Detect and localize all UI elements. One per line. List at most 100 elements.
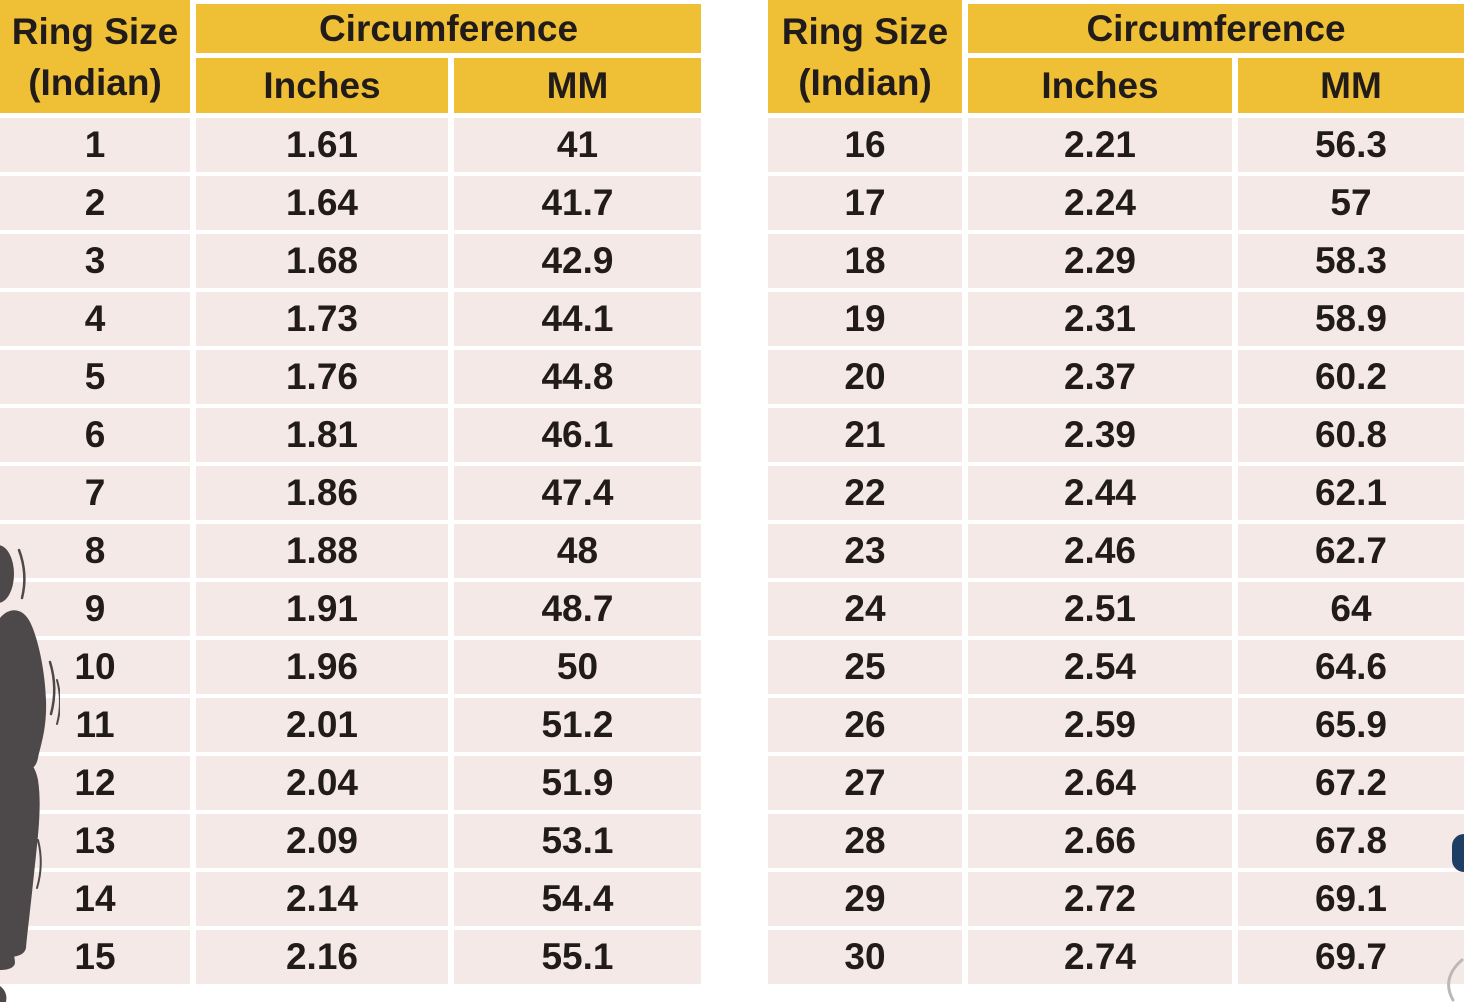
- ring-size-value: 12: [0, 756, 190, 810]
- inches-value: 2.44: [968, 466, 1232, 520]
- ring-size-value: 10: [0, 640, 190, 694]
- ring-size-value: 24: [768, 582, 962, 636]
- ring-size-value: 16: [768, 118, 962, 172]
- circumference-group-header: Circumference: [196, 4, 701, 53]
- ring-size-value: 2: [0, 176, 190, 230]
- table-row: 5 1.76 44.8: [0, 350, 701, 404]
- mm-value: 58.3: [1238, 234, 1464, 288]
- inches-value: 1.64: [196, 176, 448, 230]
- table-row: 20 2.37 60.2: [768, 350, 1464, 404]
- ring-size-value: 18: [768, 234, 962, 288]
- ring-size-value: 23: [768, 524, 962, 578]
- ring-size-value: 28: [768, 814, 962, 868]
- mm-value: 47.4: [454, 466, 701, 520]
- inches-value: 2.54: [968, 640, 1232, 694]
- table-header: Ring Size (Indian) Circumference Inches …: [0, 0, 701, 113]
- table-row: 12 2.04 51.9: [0, 756, 701, 810]
- table-header: Ring Size (Indian) Circumference Inches …: [768, 0, 1464, 113]
- ring-size-value: 9: [0, 582, 190, 636]
- table-row: 26 2.59 65.9: [768, 698, 1464, 752]
- inches-value: 2.51: [968, 582, 1232, 636]
- ring-size-value: 25: [768, 640, 962, 694]
- inches-value: 1.73: [196, 292, 448, 346]
- inches-value: 1.76: [196, 350, 448, 404]
- table-row: 10 1.96 50: [0, 640, 701, 694]
- table-row: 9 1.91 48.7: [0, 582, 701, 636]
- mm-value: 62.1: [1238, 466, 1464, 520]
- mm-value: 69.7: [1238, 930, 1464, 984]
- inches-value: 2.37: [968, 350, 1232, 404]
- table-row: 23 2.46 62.7: [768, 524, 1464, 578]
- mm-value: 41: [454, 118, 701, 172]
- ring-size-table-16-30: Ring Size (Indian) Circumference Inches …: [768, 0, 1464, 988]
- table-row: 7 1.86 47.4: [0, 466, 701, 520]
- ring-size-value: 22: [768, 466, 962, 520]
- table-row: 8 1.88 48: [0, 524, 701, 578]
- mm-value: 44.1: [454, 292, 701, 346]
- ring-size-value: 5: [0, 350, 190, 404]
- table-row: 6 1.81 46.1: [0, 408, 701, 462]
- table-row: 22 2.44 62.1: [768, 466, 1464, 520]
- inches-value: 2.59: [968, 698, 1232, 752]
- ring-size-value: 30: [768, 930, 962, 984]
- table-body: 16 2.21 56.3 17 2.24 57 18 2.29 58.3 19 2.31 58.9 20…: [768, 118, 1464, 984]
- ring-size-value: 11: [0, 698, 190, 752]
- ring-size-value: 27: [768, 756, 962, 810]
- ring-size-value: 8: [0, 524, 190, 578]
- inches-value: 2.74: [968, 930, 1232, 984]
- inches-value: 2.72: [968, 872, 1232, 926]
- ring-size-value: 13: [0, 814, 190, 868]
- ring-size-value: 7: [0, 466, 190, 520]
- table-row: 30 2.74 69.7: [768, 930, 1464, 984]
- inches-value: 2.16: [196, 930, 448, 984]
- ring-size-value: 17: [768, 176, 962, 230]
- table-row: 19 2.31 58.9: [768, 292, 1464, 346]
- mm-value: 48: [454, 524, 701, 578]
- table-row: 4 1.73 44.1: [0, 292, 701, 346]
- indian-label: (Indian): [28, 61, 162, 103]
- inches-value: 2.31: [968, 292, 1232, 346]
- inches-value: 2.66: [968, 814, 1232, 868]
- table-row: 28 2.66 67.8: [768, 814, 1464, 868]
- mm-column-header: MM: [454, 58, 701, 113]
- mm-value: 57: [1238, 176, 1464, 230]
- ring-size-value: 29: [768, 872, 962, 926]
- mm-value: 64: [1238, 582, 1464, 636]
- mm-value: 55.1: [454, 930, 701, 984]
- mm-value: 67.2: [1238, 756, 1464, 810]
- mm-value: 62.7: [1238, 524, 1464, 578]
- table-row: 29 2.72 69.1: [768, 872, 1464, 926]
- mm-value: 56.3: [1238, 118, 1464, 172]
- mm-value: 67.8: [1238, 814, 1464, 868]
- inches-value: 1.96: [196, 640, 448, 694]
- inches-value: 1.91: [196, 582, 448, 636]
- mm-column-header: MM: [1238, 58, 1464, 113]
- mm-value: 58.9: [1238, 292, 1464, 346]
- mm-value: 48.7: [454, 582, 701, 636]
- ring-size-value: 14: [0, 872, 190, 926]
- ring-size-value: 3: [0, 234, 190, 288]
- inches-value: 2.01: [196, 698, 448, 752]
- table-row: 27 2.64 67.2: [768, 756, 1464, 810]
- ring-size-column-header: Ring Size (Indian): [768, 0, 962, 113]
- ring-size-value: 15: [0, 930, 190, 984]
- ring-size-column-header: Ring Size (Indian): [0, 0, 190, 113]
- inches-value: 1.81: [196, 408, 448, 462]
- ring-size-label: Ring Size: [11, 10, 179, 52]
- mm-value: 69.1: [1238, 872, 1464, 926]
- inches-value: 1.61: [196, 118, 448, 172]
- circumference-group-header: Circumference: [968, 4, 1464, 53]
- ring-size-value: 1: [0, 118, 190, 172]
- mm-value: 51.2: [454, 698, 701, 752]
- table-row: 21 2.39 60.8: [768, 408, 1464, 462]
- mm-value: 46.1: [454, 408, 701, 462]
- table-row: 13 2.09 53.1: [0, 814, 701, 868]
- ring-size-value: 6: [0, 408, 190, 462]
- table-row: 11 2.01 51.2: [0, 698, 701, 752]
- table-row: 16 2.21 56.3: [768, 118, 1464, 172]
- table-row: 15 2.16 55.1: [0, 930, 701, 984]
- ring-size-table-1-15: Ring Size (Indian) Circumference Inches …: [0, 0, 701, 988]
- table-row: 24 2.51 64: [768, 582, 1464, 636]
- inches-value: 2.46: [968, 524, 1232, 578]
